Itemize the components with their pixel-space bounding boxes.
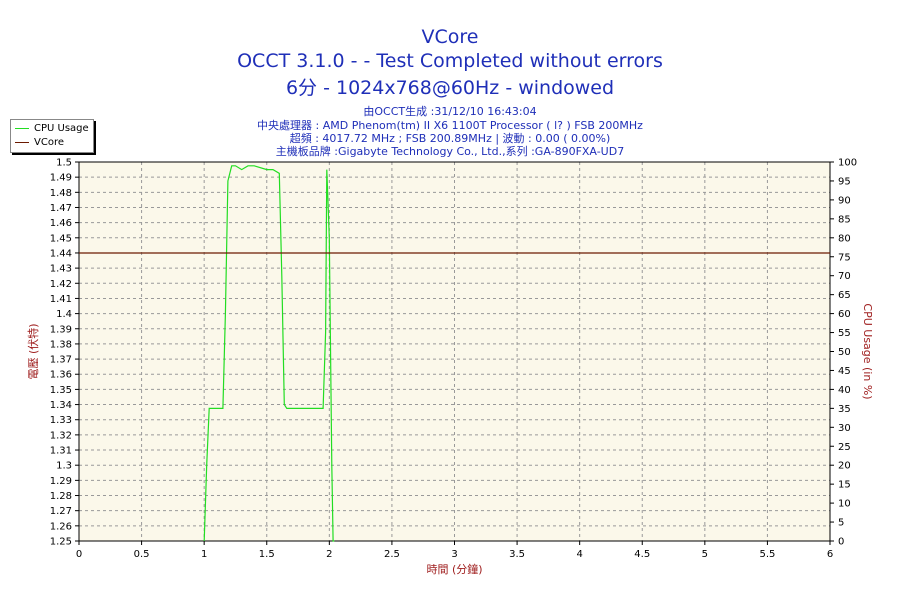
- plot-area: [79, 162, 830, 541]
- y2-tick-label: 70: [838, 271, 851, 282]
- y-tick-label: 1.41: [50, 294, 72, 305]
- x-tick-label: 2: [326, 549, 332, 560]
- y-tick-label: 1.44: [50, 248, 72, 259]
- y2-tick-label: 40: [838, 385, 851, 396]
- x-tick-label: 4.5: [634, 549, 650, 560]
- y-tick-label: 1.32: [50, 430, 72, 441]
- y2-tick-label: 75: [838, 252, 851, 263]
- y-axis-label: 電壓 (伏特): [26, 323, 40, 379]
- y2-tick-label: 65: [838, 290, 851, 301]
- y-tick-label: 1.38: [50, 339, 72, 350]
- y2-tick-label: 60: [838, 309, 851, 320]
- x-tick-label: 4: [576, 549, 582, 560]
- y-tick-label: 1.31: [50, 446, 72, 457]
- x-tick-label: 3: [451, 549, 457, 560]
- y2-tick-label: 95: [838, 176, 851, 187]
- y2-tick-label: 85: [838, 214, 851, 225]
- legend-item-cpu: CPU Usage: [15, 122, 89, 136]
- y2-tick-label: 30: [838, 423, 851, 434]
- chart-subtitle-2: 6分 - 1024x768@60Hz - windowed: [285, 77, 615, 99]
- y2-tick-label: 10: [838, 499, 851, 510]
- y-tick-label: 1.5: [56, 158, 72, 169]
- legend-label-vcore: VCore: [34, 137, 64, 148]
- y2-tick-label: 15: [838, 480, 851, 491]
- legend-swatch-vcore: [15, 141, 29, 143]
- plot-frame: [78, 161, 831, 542]
- x-tick-label: 6: [827, 549, 833, 560]
- y2-tick-label: 35: [838, 404, 851, 415]
- x-axis-label: 時間 (分鐘): [426, 562, 482, 576]
- y2-tick-label: 45: [838, 366, 851, 377]
- y2-tick-label: 5: [838, 518, 844, 529]
- y-tick-label: 1.29: [50, 476, 72, 487]
- legend-item-vcore: VCore: [15, 136, 64, 150]
- chart-title: VCore: [421, 26, 479, 48]
- y-tick-label: 1.27: [50, 506, 72, 517]
- y-tick-label: 1.4: [56, 309, 72, 320]
- y-tick-label: 1.43: [50, 264, 72, 275]
- y2-tick-label: 55: [838, 328, 851, 339]
- x-tick-label: 3.5: [509, 549, 525, 560]
- y-tick-label: 1.39: [50, 324, 72, 335]
- x-tick-label: 0.5: [134, 549, 150, 560]
- legend-swatch-cpu: [15, 127, 29, 129]
- info-generated: 由OCCT生成 :31/12/10 16:43:04: [363, 105, 537, 118]
- y-tick-label: 1.37: [50, 355, 72, 366]
- x-tick-label: 5.5: [759, 549, 775, 560]
- y2-tick-label: 80: [838, 233, 851, 244]
- y-tick-label: 1.42: [50, 279, 72, 290]
- legend-label-cpu: CPU Usage: [34, 123, 89, 134]
- series-line-cpu-usage: [203, 165, 335, 542]
- x-tick-label: 0: [76, 549, 82, 560]
- y2-tick-label: 100: [838, 158, 857, 169]
- y-tick-label: 1.35: [50, 385, 72, 396]
- y2-axis-label: CPU Usage (in %): [861, 303, 874, 399]
- y-tick-label: 1.25: [50, 537, 72, 548]
- y-tick-label: 1.34: [50, 400, 72, 411]
- y-tick-label: 1.47: [50, 203, 72, 214]
- y2-tick-label: 20: [838, 461, 851, 472]
- info-cpu: 中央處理器 : AMD Phenom(tm) II X6 1100T Proce…: [257, 119, 643, 132]
- chart-subtitle: OCCT 3.1.0 - - Test Completed without er…: [237, 50, 663, 72]
- y2-tick-label: 25: [838, 442, 851, 453]
- info-overclock: 超頻 : 4017.72 MHz ; FSB 200.89MHz | 波動 : …: [289, 132, 611, 145]
- y-tick-label: 1.45: [50, 233, 72, 244]
- y2-tick-label: 50: [838, 347, 851, 358]
- y-tick-label: 1.48: [50, 188, 72, 199]
- y2-tick-label: 90: [838, 195, 851, 206]
- y-tick-label: 1.36: [50, 370, 72, 381]
- y-tick-label: 1.3: [56, 461, 72, 472]
- x-tick-label: 1: [201, 549, 207, 560]
- x-tick-label: 5: [702, 549, 708, 560]
- y-tick-label: 1.49: [50, 173, 72, 184]
- x-tick-label: 2.5: [384, 549, 400, 560]
- y-tick-label: 1.46: [50, 218, 72, 229]
- x-tick-label: 1.5: [259, 549, 275, 560]
- y2-tick-label: 0: [838, 537, 844, 548]
- y-tick-label: 1.28: [50, 491, 72, 502]
- y-tick-label: 1.33: [50, 415, 72, 426]
- info-motherboard: 主機板品牌 :Gigabyte Technology Co., Ltd.,系列 …: [275, 145, 625, 158]
- chart-legend: CPU Usage VCore: [10, 119, 94, 153]
- y-tick-label: 1.26: [50, 521, 72, 532]
